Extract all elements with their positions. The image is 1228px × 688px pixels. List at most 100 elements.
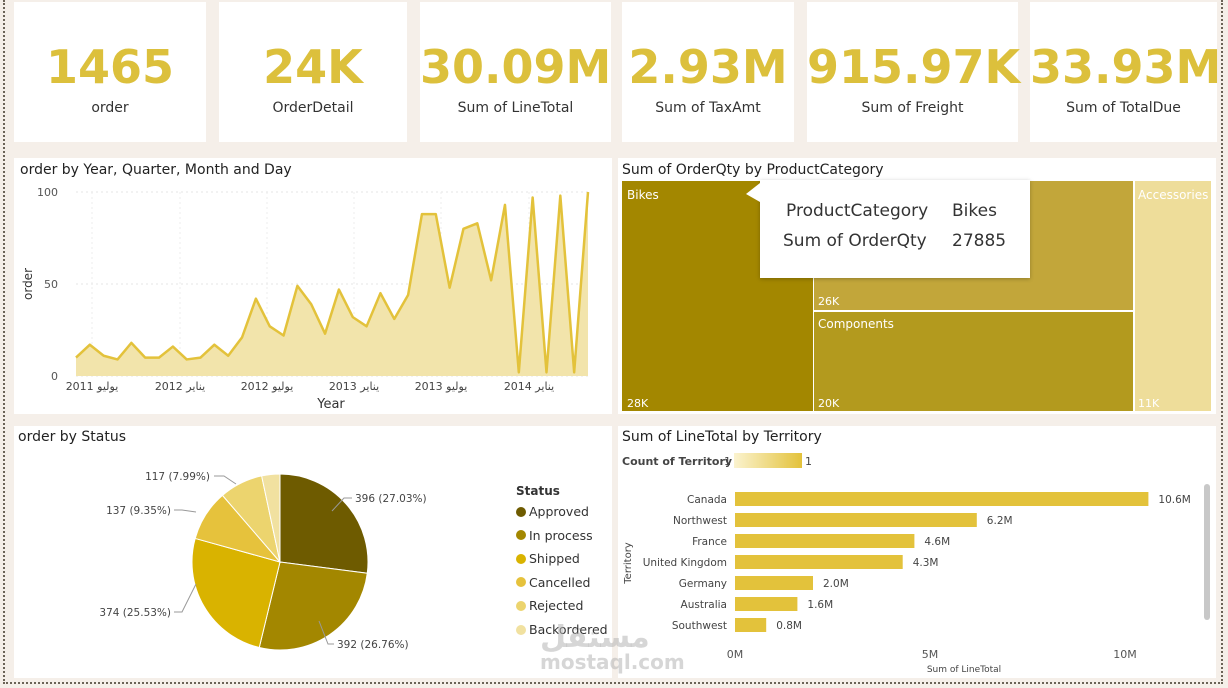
pie-slice-approved[interactable] (279, 473, 369, 574)
kpi-value: 33.93M (1030, 40, 1222, 94)
tooltip-value: 27885 (952, 231, 1007, 251)
treemap-tooltip: ProductCategory Bikes Sum of OrderQty 27… (760, 180, 1030, 278)
kpi-card-totaldue[interactable]: 33.93M Sum of TotalDue (1030, 2, 1222, 142)
legend-dot-icon (516, 624, 526, 635)
bar-category-label: Australia (681, 599, 727, 611)
legend-dot-icon (516, 530, 526, 541)
pie-leader-line (318, 620, 334, 645)
bar-australia[interactable] (735, 597, 798, 611)
kpi-label: OrderDetail (272, 100, 354, 116)
tooltip-value: Bikes (952, 201, 997, 221)
treemap-tile-components[interactable] (814, 312, 1133, 411)
bar-value-label: 0.8M (776, 620, 802, 632)
pie-slice-label: 137 (9.35%) (106, 505, 171, 517)
bar-france[interactable] (735, 534, 915, 548)
bar-legend-gradient (734, 453, 802, 468)
y-tick-label: 50 (44, 278, 58, 291)
kpi-label: Sum of Freight (861, 100, 964, 116)
pie-legend-item[interactable]: Approved (516, 504, 589, 519)
kpi-label: Sum of TaxAmt (655, 100, 761, 116)
kpi-value: 2.93M (628, 40, 788, 94)
x-tick-label: يناير 2013 (329, 380, 379, 393)
treemap-value-clothing: 26K (818, 295, 840, 308)
legend-label: Backordered (529, 622, 608, 637)
line-chart-title: order by Year, Quarter, Month and Day (20, 162, 292, 178)
pie-slice-backordered[interactable] (261, 473, 281, 563)
legend-label: Rejected (529, 598, 584, 614)
pie-legend-item[interactable]: In process (516, 528, 593, 543)
bar-category-label: United Kingdom (643, 557, 727, 569)
dashboard-frame (3, 0, 1223, 684)
bar-southwest[interactable] (735, 618, 767, 632)
bar-value-label: 4.6M (924, 536, 950, 548)
bar-value-label: 2.0M (823, 578, 849, 590)
bar-chart-visual[interactable]: Sum of LineTotal by Territory Count of T… (618, 426, 1216, 678)
kpi-card-taxamt[interactable]: 2.93M Sum of TaxAmt (622, 2, 794, 142)
treemap-visual[interactable]: Sum of OrderQty by ProductCategory Bikes… (618, 158, 1216, 414)
kpi-value: 24K (263, 40, 363, 94)
area-fill (76, 192, 588, 376)
pie-slice-label: 392 (26.76%) (337, 639, 409, 651)
bar-x-tick: 5M (922, 648, 939, 661)
series-line[interactable] (75, 191, 590, 374)
watermark-arabic: مستقل (540, 620, 650, 655)
kpi-value: 30.09M (420, 40, 612, 94)
bar-x-tick: 10M (1113, 648, 1137, 661)
pie-chart-svg: 396 (27.03%) 392 (26.76%) 374 (25.53%) 1… (99, 471, 427, 651)
line-x-axis-title: Year (316, 397, 345, 412)
bar-chart-scrollbar[interactable] (1204, 484, 1210, 620)
pie-leader-line (174, 583, 197, 613)
y-tick-label: 0 (51, 370, 58, 383)
treemap-tile-accessories[interactable] (1135, 181, 1211, 411)
x-tick-label: يوليو 2013 (415, 380, 468, 393)
tooltip-key: ProductCategory (786, 201, 929, 221)
pie-legend-item[interactable]: Cancelled (516, 575, 590, 590)
bar-category-label: Germany (679, 578, 727, 590)
pie-legend-item[interactable]: Rejected (516, 598, 583, 613)
treemap-title: Sum of OrderQty by ProductCategory (622, 162, 884, 178)
tooltip-key: Sum of OrderQty (783, 231, 927, 251)
bar-germany[interactable] (735, 576, 813, 590)
treemap-value-components: 20K (818, 397, 840, 410)
bar-x-axis-title: Sum of LineTotal (927, 665, 1001, 675)
bar-legend-max: 1 (805, 455, 812, 468)
line-chart-svg: 100 50 0 order Year يوليو 2011 يناير 201… (21, 186, 590, 412)
legend-label: Approved (529, 504, 589, 519)
kpi-label: order (91, 100, 129, 116)
treemap-label-bikes: Bikes (627, 188, 659, 202)
pie-legend-title: Status (516, 484, 560, 498)
tooltip-pointer (746, 183, 760, 202)
bar-category-label: France (692, 536, 727, 548)
pie-chart-visual[interactable]: order by Status 396 (27.03%) 392 (26.76%… (14, 426, 612, 678)
bar-y-axis-title: Territory (623, 542, 634, 585)
bar-value-label: 10.6M (1158, 494, 1190, 506)
bar-united-kingdom[interactable] (735, 555, 903, 569)
x-tick-label: يناير 2012 (155, 380, 205, 393)
pie-leader-line (331, 497, 352, 512)
kpi-value: 1465 (45, 40, 175, 94)
kpi-card-orderdetail[interactable]: 24K OrderDetail (219, 2, 407, 142)
pie-legend-item[interactable]: Shipped (516, 551, 580, 566)
pie-slice-shipped[interactable] (191, 537, 281, 649)
kpi-card-linetotal[interactable]: 30.09M Sum of LineTotal (420, 2, 611, 142)
x-tick-label: يوليو 2012 (241, 380, 294, 393)
legend-label: Shipped (529, 551, 580, 567)
treemap-label-components: Components (818, 317, 894, 331)
bar-northwest[interactable] (735, 513, 977, 527)
treemap-value-bikes: 28K (627, 397, 649, 410)
bar-chart-title: Sum of LineTotal by Territory (622, 429, 822, 445)
pie-leader-line (174, 509, 197, 513)
bar-canada[interactable] (735, 492, 1149, 506)
bar-category-label: Canada (687, 494, 727, 506)
pie-slice-label: 396 (27.03%) (355, 493, 427, 505)
legend-label: Cancelled (529, 574, 591, 590)
pie-slice-label: 117 (7.99%) (145, 471, 210, 483)
pie-chart-title: order by Status (18, 429, 127, 445)
x-tick-label: يوليو 2011 (66, 380, 119, 393)
pie-legend-item[interactable]: Backordered (516, 622, 608, 637)
line-chart-visual[interactable]: order by Year, Quarter, Month and Day 10… (14, 158, 612, 414)
pie-slice-in-process[interactable] (258, 561, 368, 651)
kpi-card-order[interactable]: 1465 order (14, 2, 206, 142)
kpi-card-freight[interactable]: 915.97K Sum of Freight (807, 2, 1020, 142)
treemap-label-accessories: Accessories (1138, 188, 1208, 202)
